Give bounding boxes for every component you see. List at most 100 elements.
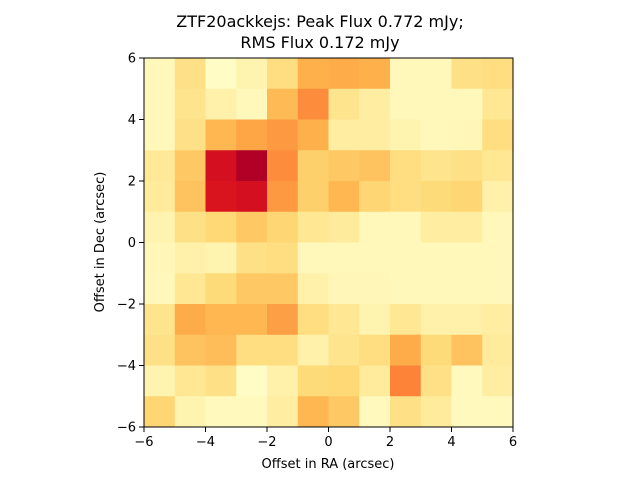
heatmap-cell [236, 211, 268, 243]
x-tick-label: 2 [386, 435, 394, 450]
chart-title-line-1: ZTF20ackkejs: Peak Flux 0.772 mJy; [176, 12, 464, 31]
heatmap-cell [359, 150, 391, 182]
heatmap-cell [482, 181, 514, 213]
y-tick-label: −4 [117, 359, 136, 374]
heatmap-cell [267, 242, 299, 274]
heatmap-cell [174, 150, 206, 182]
heatmap-cell [144, 242, 176, 274]
heatmap-cell [236, 119, 268, 151]
heatmap-cell [174, 58, 206, 90]
heatmap-cell [482, 211, 514, 243]
heatmap-cell [390, 304, 422, 336]
heatmap-cell [174, 396, 206, 428]
heatmap-cell [420, 58, 452, 90]
heatmap-cell [390, 242, 422, 274]
y-tick-label: −2 [117, 298, 136, 313]
heatmap-cell [420, 396, 452, 428]
heatmap-cell [174, 119, 206, 151]
heatmap-cell [420, 273, 452, 305]
heatmap-cell [236, 88, 268, 120]
heatmap-cell [297, 58, 329, 90]
heatmap-cell [390, 58, 422, 90]
heatmap-cell [174, 211, 206, 243]
heatmap-cell [420, 119, 452, 151]
heatmap-cell [144, 396, 176, 428]
heatmap-cell [297, 396, 329, 428]
heatmap-cell [328, 150, 360, 182]
heatmap-cell [420, 334, 452, 366]
heatmap-cell [267, 211, 299, 243]
x-tick-label: 4 [447, 435, 455, 450]
heatmap-cell [144, 58, 176, 90]
heatmap-cell [482, 242, 514, 274]
heatmap-cell [359, 334, 391, 366]
x-tick-label: −6 [134, 435, 153, 450]
heatmap-cell [390, 150, 422, 182]
heatmap-cell [236, 242, 268, 274]
heatmap-cell [297, 304, 329, 336]
heatmap-cell [174, 365, 206, 397]
heatmap-cell [328, 181, 360, 213]
heatmap-cell [174, 273, 206, 305]
heatmap-cell [144, 304, 176, 336]
heatmap-cell [390, 181, 422, 213]
heatmap-cell [359, 58, 391, 90]
heatmap-cell [390, 119, 422, 151]
heatmap-cell [328, 58, 360, 90]
heatmap-cell [236, 396, 268, 428]
heatmap-cell [205, 396, 237, 428]
heatmap-cell [328, 242, 360, 274]
heatmap-cell [359, 88, 391, 120]
heatmap-cell [236, 150, 268, 182]
y-tick-label: −6 [117, 421, 136, 436]
heatmap-cell [451, 304, 483, 336]
heatmap-cell [451, 150, 483, 182]
heatmap-cell [359, 242, 391, 274]
heatmap-cell [482, 334, 514, 366]
x-tick-label: −2 [257, 435, 276, 450]
heatmap-cell [359, 181, 391, 213]
heatmap-cell [236, 273, 268, 305]
x-axis-label: Offset in RA (arcsec) [262, 457, 395, 472]
heatmap-cell [267, 334, 299, 366]
heatmap-cell [297, 211, 329, 243]
heatmap-cell [144, 119, 176, 151]
heatmap-cell [451, 396, 483, 428]
heatmap-cell [328, 88, 360, 120]
heatmap-cell [451, 242, 483, 274]
heatmap-cell [390, 334, 422, 366]
x-tick-label: −4 [196, 435, 215, 450]
heatmap-cell [482, 88, 514, 120]
heatmap-cell [205, 150, 237, 182]
heatmap-cell [267, 273, 299, 305]
heatmap-cell [174, 242, 206, 274]
heatmap-cell [205, 242, 237, 274]
heatmap-cell [236, 58, 268, 90]
heatmap-cell [297, 365, 329, 397]
heatmap-cell [451, 273, 483, 305]
heatmap-cell [205, 58, 237, 90]
heatmap-cell [267, 88, 299, 120]
x-tick-label: 0 [324, 435, 332, 450]
heatmap-cell [420, 181, 452, 213]
heatmap-cell [451, 181, 483, 213]
heatmap-cell [390, 88, 422, 120]
heatmap-cell [420, 242, 452, 274]
heatmap-cell [267, 58, 299, 90]
heatmap-cell [267, 304, 299, 336]
heatmap-cell [236, 334, 268, 366]
heatmap-cells [144, 58, 514, 428]
y-tick-label: 2 [128, 175, 136, 190]
heatmap-cell [297, 88, 329, 120]
heatmap-cell [174, 334, 206, 366]
heatmap-cell [328, 334, 360, 366]
heatmap-cell [205, 334, 237, 366]
heatmap-cell [451, 88, 483, 120]
heatmap-cell [390, 365, 422, 397]
heatmap-cell [328, 396, 360, 428]
y-axis-ticks: −6 −4 −2 0 2 4 6 [117, 52, 144, 436]
heatmap-cell [359, 396, 391, 428]
heatmap-cell [205, 181, 237, 213]
heatmap-cell [482, 396, 514, 428]
heatmap-cell [390, 211, 422, 243]
